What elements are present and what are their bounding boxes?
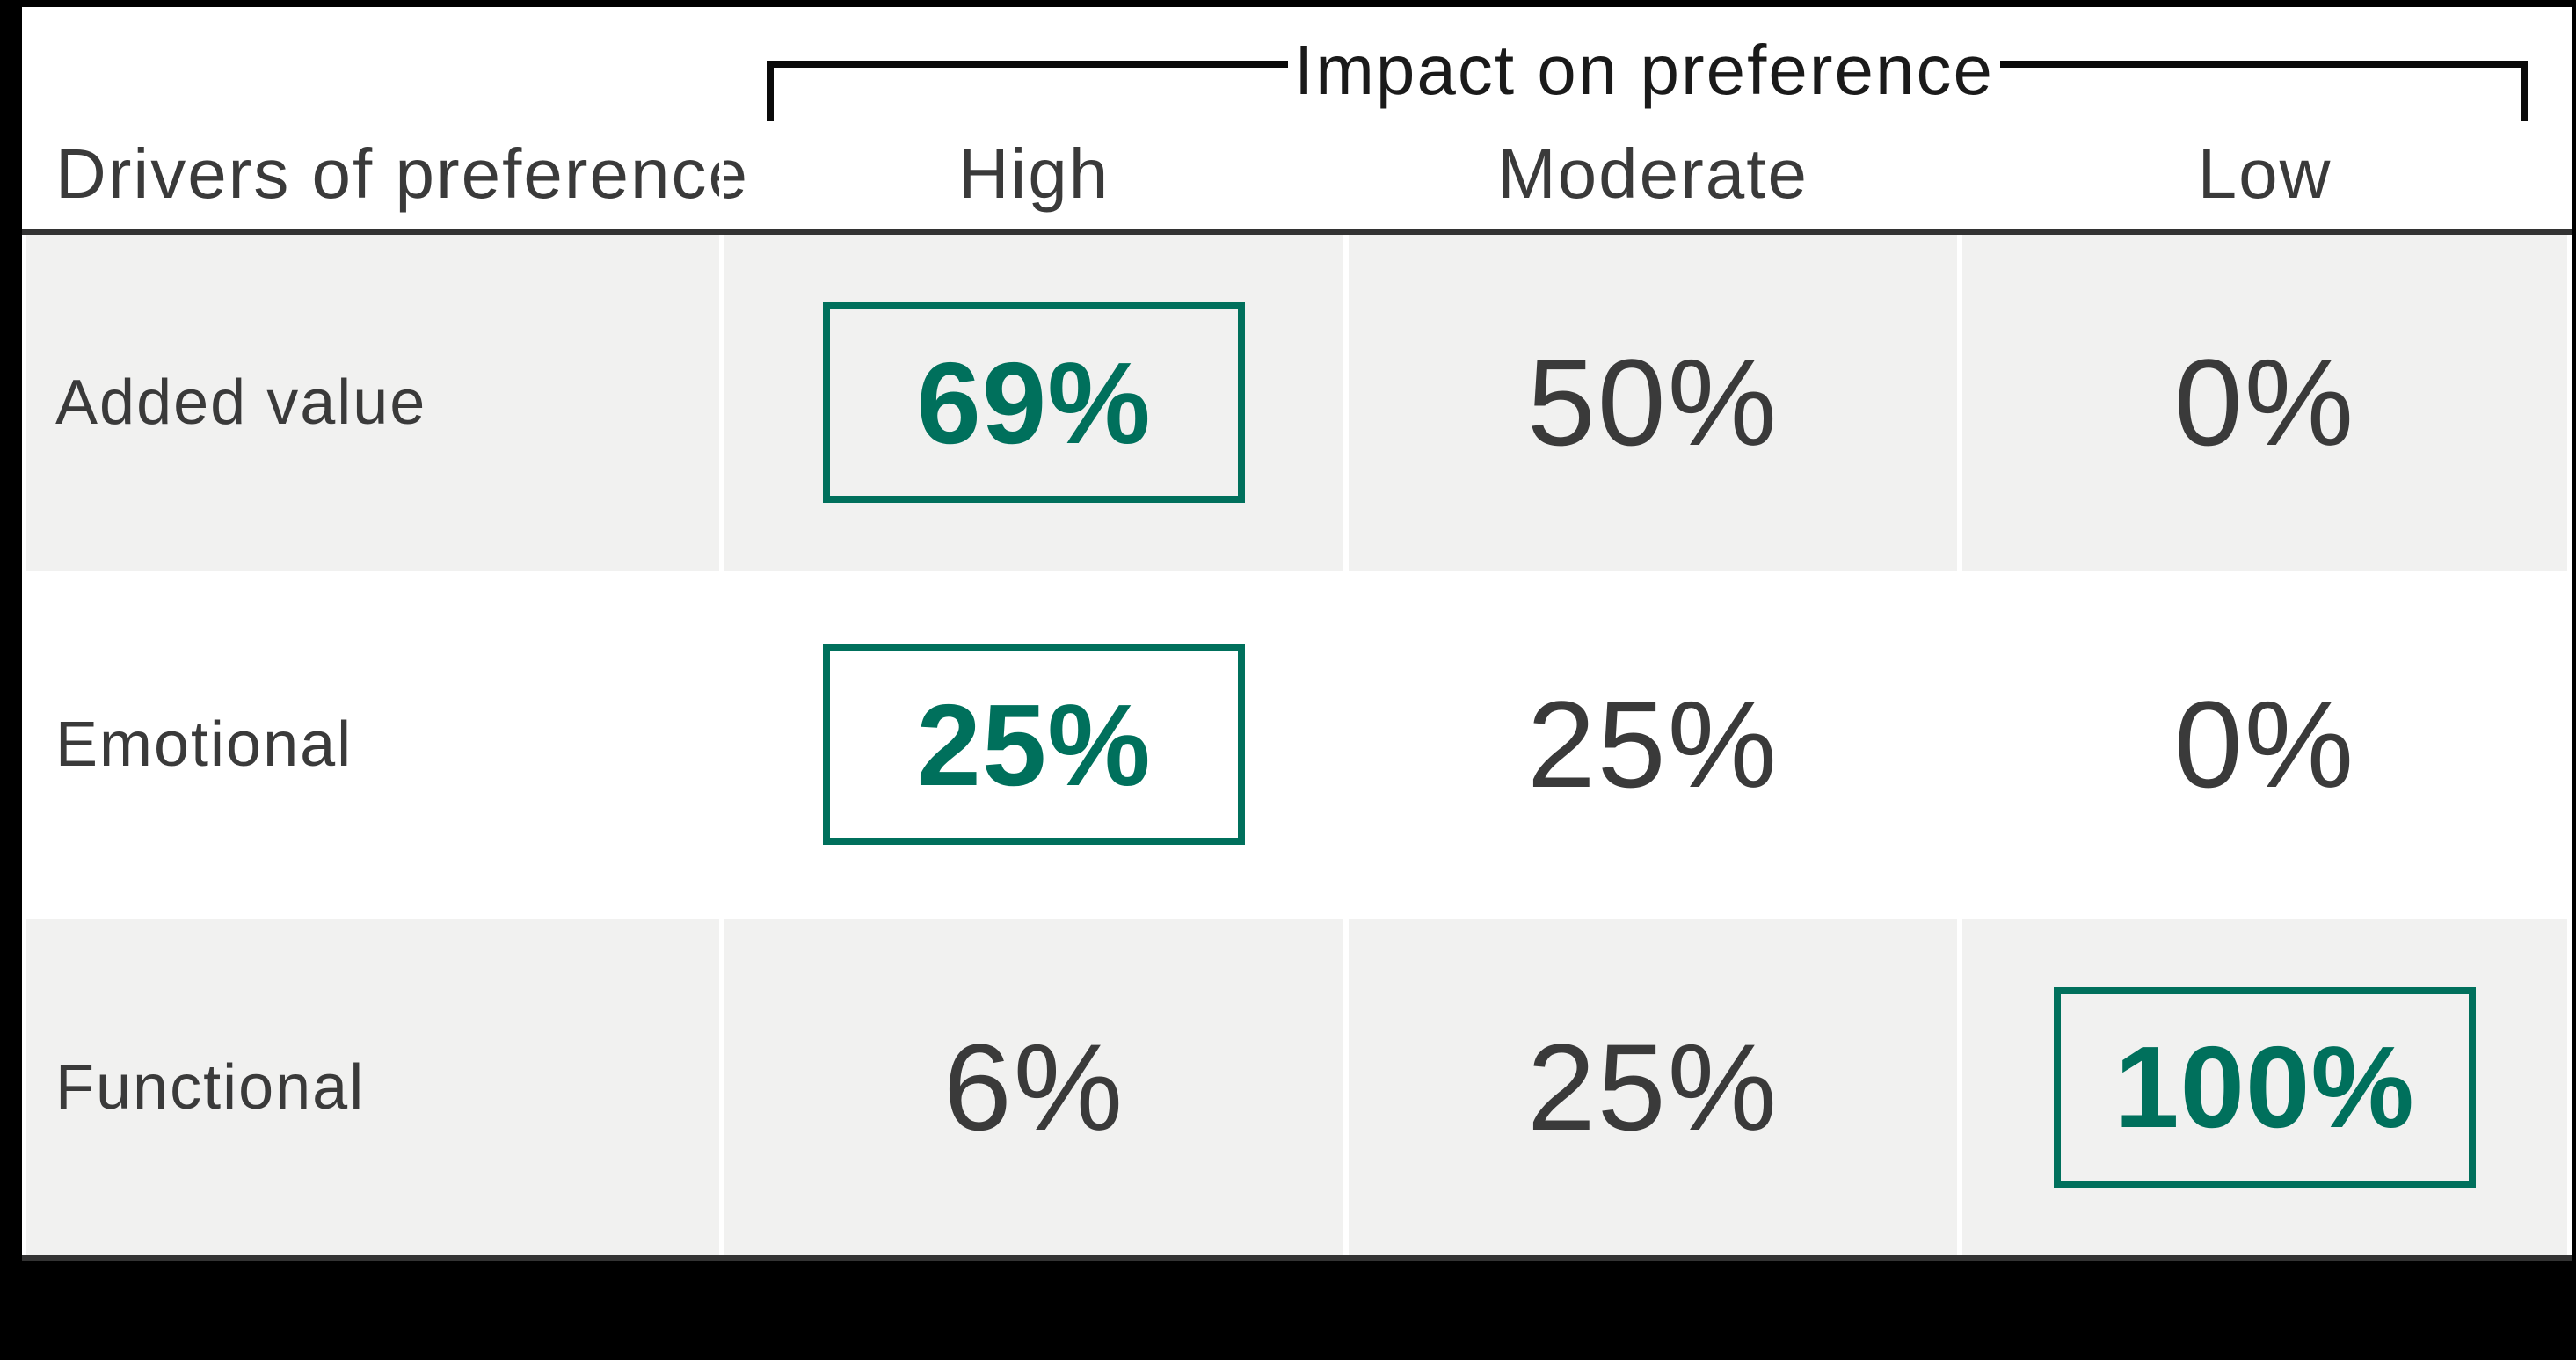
- cell-value: 25%: [1526, 1017, 1779, 1156]
- drivers-of-preference-header: Drivers of preference: [55, 135, 749, 213]
- column-gap: [719, 121, 724, 227]
- column-gap: [1957, 571, 1962, 919]
- column-header-moderate: Moderate: [1497, 135, 1808, 213]
- cell-value: 69%: [916, 338, 1152, 468]
- column-gap: [1957, 919, 1962, 1255]
- cell-value: 25%: [1526, 675, 1779, 813]
- cell-emotional-high: 25%: [724, 571, 1343, 919]
- column-header-high: High: [957, 135, 1110, 213]
- cell-added-value-moderate: 50%: [1349, 235, 1957, 571]
- table-body: Added value 69% 50% 0% Emotional 25%: [22, 235, 2572, 1255]
- cell-functional-moderate: 25%: [1349, 919, 1957, 1255]
- bracket-line-right: [2000, 61, 2528, 68]
- cell-added-value-high: 69%: [724, 235, 1343, 571]
- column-headers: Drivers of preference High Moderate Low: [26, 121, 2567, 227]
- bracket-tick-right: [2521, 61, 2528, 121]
- header-divider: [22, 229, 2572, 235]
- impact-on-preference-title: Impact on preference: [1294, 31, 1994, 109]
- table-row-added-value: Added value 69% 50% 0%: [26, 235, 2567, 571]
- table-row-functional: Functional 6% 25% 100%: [26, 919, 2567, 1255]
- cell-value: 25%: [916, 680, 1152, 810]
- cell-value: 0%: [2173, 675, 2356, 813]
- cell-functional-high: 6%: [724, 919, 1343, 1255]
- cell-added-value-low: 0%: [1962, 235, 2567, 571]
- row-label: Added value: [26, 235, 719, 571]
- table-header: Impact on preference Drivers of preferen…: [22, 7, 2572, 229]
- cell-value: 100%: [2114, 1022, 2415, 1152]
- column-header-low: Low: [2197, 135, 2332, 213]
- highlight-box: 25%: [823, 644, 1245, 845]
- cell-value: 0%: [2173, 333, 2356, 471]
- column-gap: [719, 919, 724, 1255]
- highlight-box: 69%: [823, 302, 1245, 503]
- cell-value: 50%: [1526, 333, 1779, 471]
- highlight-box: 100%: [2054, 986, 2476, 1188]
- cell-emotional-moderate: 25%: [1349, 571, 1957, 919]
- table-card: Impact on preference Drivers of preferen…: [22, 7, 2572, 1261]
- cell-functional-low: 100%: [1962, 919, 2567, 1255]
- column-gap: [1343, 121, 1349, 227]
- row-label: Emotional: [26, 571, 719, 919]
- table-row-emotional: Emotional 25% 25% 0%: [26, 571, 2567, 919]
- column-gap: [1343, 235, 1349, 571]
- column-gap: [1957, 235, 1962, 571]
- column-gap: [1343, 919, 1349, 1255]
- bracket-tick-left: [767, 61, 774, 121]
- column-gap: [719, 571, 724, 919]
- row-label: Functional: [26, 919, 719, 1255]
- cell-value: 6%: [942, 1017, 1125, 1156]
- column-gap: [719, 235, 724, 571]
- cell-emotional-low: 0%: [1962, 571, 2567, 919]
- column-gap: [1957, 121, 1962, 227]
- bracket-line-left: [767, 61, 1288, 68]
- table-bottom-border: [22, 1255, 2572, 1261]
- column-gap: [1343, 571, 1349, 919]
